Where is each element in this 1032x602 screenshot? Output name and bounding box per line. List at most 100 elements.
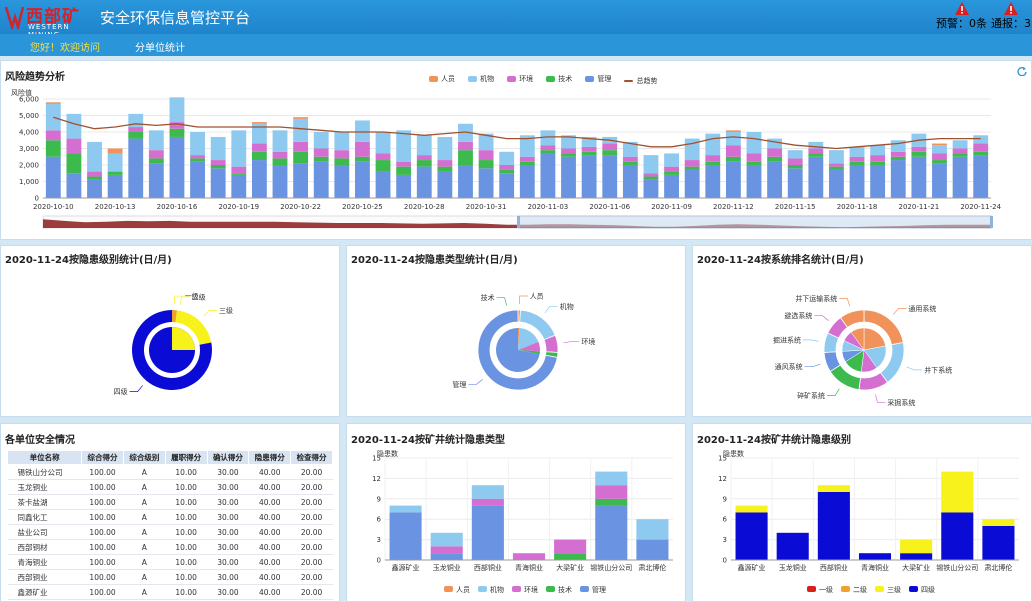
col-duty-score[interactable]: 履职得分	[164, 450, 208, 465]
legend-machine[interactable]: 机物	[468, 74, 494, 84]
bar-segment	[107, 153, 123, 172]
bar-segment	[622, 156, 638, 162]
bar-segment	[107, 148, 123, 154]
table-cell: 30.00	[207, 479, 249, 495]
refresh-icon[interactable]	[1017, 66, 1027, 76]
bar-segment	[602, 150, 618, 156]
zoom-handle-right[interactable]	[990, 216, 993, 228]
bar-segment	[581, 136, 597, 147]
table-cell: A	[123, 584, 166, 600]
zoom-handle-left[interactable]	[517, 216, 520, 228]
donut-leader-line	[519, 295, 528, 305]
bar-segment	[87, 141, 102, 172]
table-row[interactable]: 鑫源矿业 100.00 A 10.00 30.00 40.00 20.00	[7, 584, 333, 600]
mine-level-panel: 2020-11-24按矿井统计隐患级别 隐患数 0 3 6 9 12 15 鑫源矿业 玉龙铜业 西…	[692, 423, 1032, 602]
risk-trend-title: 风险趋势分析	[5, 72, 65, 83]
bar-segment	[932, 145, 947, 154]
bar-segment	[272, 158, 288, 165]
bar-segment	[313, 148, 329, 157]
y-tick-label: 9	[723, 495, 727, 503]
table-cell: 10.00	[165, 569, 208, 585]
legend-environment[interactable]: 环境	[507, 74, 533, 84]
bar-segment	[581, 155, 597, 198]
y-tick-label: 0	[377, 557, 381, 565]
table-cell: 30.00	[207, 554, 249, 570]
x-tick-label: 鑫源矿业	[738, 563, 766, 572]
table-cell: 100.00	[81, 539, 124, 555]
bar-segment	[890, 160, 906, 198]
table-row[interactable]: 西部铜材 100.00 A 10.00 30.00 40.00 20.00	[7, 539, 333, 555]
bar-segment	[128, 138, 144, 198]
table-row[interactable]: 青海铜业 100.00 A 10.00 30.00 40.00 20.00	[7, 554, 333, 570]
x-tick-label: 西部铜业	[820, 563, 848, 572]
bar-segment	[561, 135, 576, 149]
unit-safety-title: 各单位安全情况	[5, 435, 75, 446]
bar-segment	[148, 130, 164, 151]
bar-segment	[471, 498, 504, 506]
table-row[interactable]: 盐业公司 100.00 A 10.00 30.00 40.00 20.00	[7, 524, 333, 540]
bar-segment	[890, 156, 906, 161]
donut-label: 管理	[452, 380, 466, 389]
bar-segment	[499, 165, 515, 170]
bar-segment	[231, 174, 247, 198]
donut-label: 井下运输系统	[795, 294, 837, 303]
col-check-score[interactable]: 检查得分	[290, 450, 333, 465]
col-hazard-score[interactable]: 隐患得分	[248, 450, 292, 465]
table-cell: A	[123, 539, 166, 555]
bar-segment	[169, 122, 185, 129]
bar-segment	[66, 138, 82, 154]
x-tick-label: 大梁矿业	[902, 563, 930, 572]
bar-segment	[499, 173, 515, 198]
legend-personnel[interactable]: 人员	[429, 74, 455, 84]
legend-management[interactable]: 管理	[585, 74, 611, 84]
table-row[interactable]: 玉龙铜业 100.00 A 10.00 30.00 40.00 20.00	[7, 479, 333, 495]
greeting-text: 您好！欢迎访问	[30, 43, 100, 54]
legend-total-trend[interactable]: 总趋势	[624, 76, 657, 86]
bar-segment	[293, 117, 309, 119]
col-total-level[interactable]: 综合级别	[122, 450, 166, 465]
nav-unit-statistics[interactable]: 分单位统计	[135, 43, 185, 54]
legend-label: 二级	[853, 585, 867, 594]
mine-type-panel: 2020-11-24按矿井统计隐患类型 隐患数 0 3 6 9 12 15 鑫源矿业 玉龙铜业 西…	[346, 423, 686, 602]
table-row[interactable]: 西部铜业 100.00 A 10.00 30.00 40.00 20.00	[7, 569, 333, 585]
bar-segment	[210, 165, 226, 169]
y-tick-label: 15	[718, 455, 727, 463]
donut-segment	[175, 310, 212, 345]
donut-label: 避选系统	[784, 311, 812, 320]
table-cell: 20.00	[290, 539, 333, 555]
table-cell: 茶卡盐湖	[7, 494, 82, 510]
col-unit-name[interactable]: 单位名称	[6, 450, 83, 465]
bar-segment	[519, 135, 535, 157]
bar-segment	[705, 165, 721, 198]
zoom-slider-window[interactable]	[518, 215, 992, 229]
col-total-score[interactable]: 综合得分	[81, 450, 124, 465]
bar-segment	[849, 161, 865, 165]
table-row[interactable]: 茶卡盐湖 100.00 A 10.00 30.00 40.00 20.00	[7, 494, 333, 510]
donut-label: 碎矿系统	[797, 391, 825, 400]
legend-technology[interactable]: 技术	[546, 74, 572, 84]
table-cell: 100.00	[81, 524, 124, 540]
bar-segment	[746, 165, 762, 198]
bar-segment	[829, 150, 844, 164]
y-tick-label: 6	[723, 516, 728, 524]
donut-leader-line	[468, 379, 483, 385]
table-row[interactable]: 锡铁山分公司 100.00 A 10.00 30.00 40.00 20.00	[7, 464, 333, 480]
table-header-row: 单位名称 综合得分 综合级别 履职得分 确认得分 隐患得分 检查得分	[6, 450, 333, 465]
bar-segment	[787, 158, 803, 165]
bar-segment	[313, 156, 329, 162]
system-donut-panel: 2020-11-24按系统排名统计(日/月) 通用系统 井下系统 采掘系统 碎矿系统通…	[692, 245, 1032, 417]
bar-segment	[602, 143, 618, 151]
col-confirm-score[interactable]: 确认得分	[206, 450, 250, 465]
x-tick-label: 2020-10-28	[404, 203, 445, 211]
donut-label: 四级	[114, 387, 128, 396]
bar-segment	[595, 505, 628, 560]
donut-label: 机物	[560, 302, 574, 311]
table-row[interactable]: 同鑫化工 100.00 A 10.00 30.00 40.00 20.00	[7, 509, 333, 525]
bar-segment	[849, 146, 865, 157]
mine-type-title: 2020-11-24按矿井统计隐患类型	[351, 435, 505, 446]
bar-segment	[169, 97, 185, 123]
bar-segment	[829, 166, 844, 170]
table-cell: 100.00	[81, 554, 124, 570]
bar-segment	[636, 519, 669, 540]
warning-indicator[interactable]: 预警：0条	[936, 2, 987, 31]
